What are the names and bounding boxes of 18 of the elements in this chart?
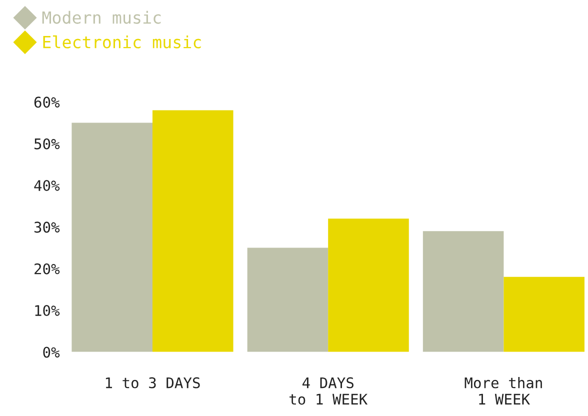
bar	[422, 231, 504, 352]
bar	[152, 110, 234, 352]
y-tick-label: 30%	[34, 222, 60, 233]
x-tick-label: 4 DAYS to 1 WEEK	[290, 377, 368, 405]
legend-label: Electronic music	[43, 35, 201, 48]
y-tick-label: 60%	[34, 96, 60, 108]
y-tick-label: 20%	[34, 263, 60, 274]
x-tick-label: More than 1 WEEK	[464, 377, 542, 405]
x-tick-label: 1 to 3 DAYS	[106, 377, 200, 388]
y-tick-label: 0%	[43, 346, 60, 358]
bar	[72, 122, 152, 352]
y-tick-label: 40%	[34, 180, 60, 192]
bar	[504, 276, 584, 352]
bar	[328, 218, 409, 352]
legend-label: Modern music	[42, 10, 161, 24]
y-tick-label: 50%	[34, 138, 60, 150]
bar	[247, 248, 328, 352]
y-tick-label: 10%	[35, 305, 60, 316]
